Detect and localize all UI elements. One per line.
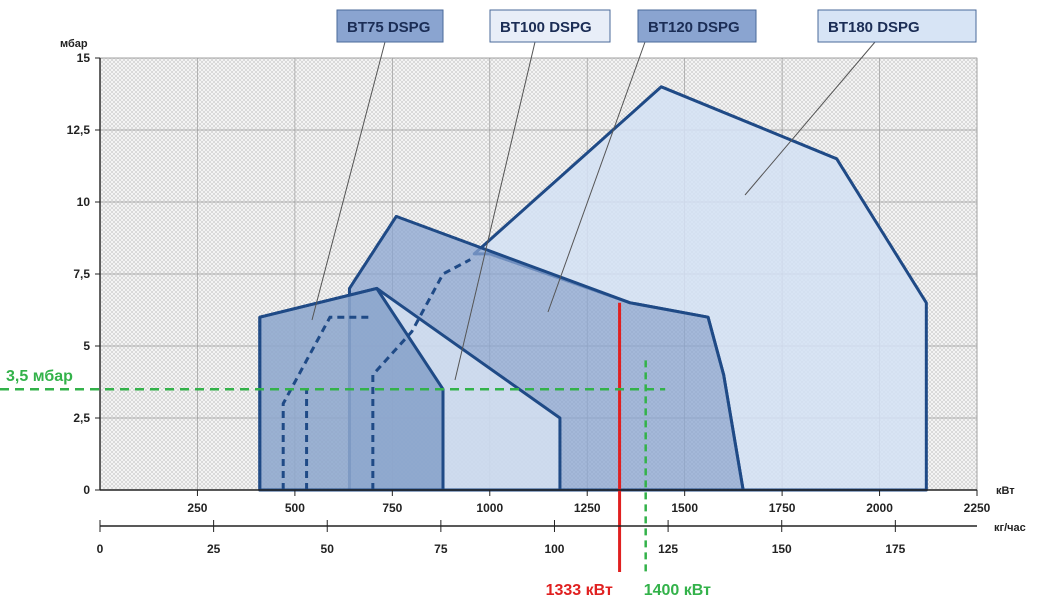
- legend-label: BT75 DSPG: [347, 19, 430, 36]
- x-tick-kw-label: 1000: [476, 501, 503, 515]
- legend-label: BT180 DSPG: [828, 19, 920, 36]
- x-tick-kw-label: 1250: [574, 501, 601, 515]
- annotation-3-5-mbar: 3,5 мбар: [6, 368, 73, 385]
- x-tick-kw-label: 2250: [964, 501, 991, 515]
- legend-item: BT100 DSPG: [489, 9, 611, 43]
- annotation-1400-kw: 1400 кВт: [644, 582, 711, 599]
- x-tick-kw-label: 500: [285, 501, 305, 515]
- x-tick-kw-label: 250: [187, 501, 207, 515]
- y-tick-label: 10: [77, 195, 91, 209]
- legend-label: BT100 DSPG: [500, 19, 592, 36]
- legend-box: [817, 9, 977, 43]
- x-unit-kg-label: кг/час: [994, 522, 1026, 534]
- legend-item: BT75 DSPG: [336, 9, 444, 43]
- x-tick-kg-label: 175: [885, 542, 905, 556]
- x-tick-kg-label: 125: [658, 542, 678, 556]
- y-tick-label: 7,5: [73, 267, 90, 281]
- legend-box: [489, 9, 611, 43]
- y-tick-label: 0: [83, 483, 90, 497]
- series-dashed-lines: [281, 258, 471, 490]
- legend-item: BT180 DSPG: [817, 9, 977, 43]
- x-tick-kg-label: 25: [207, 542, 221, 556]
- legend: BT75 DSPG BT100 DSPG BT120 DSPG BT180 DSPG: [336, 9, 977, 43]
- y-tick-label: 12,5: [67, 123, 91, 137]
- leader-line: [454, 41, 536, 381]
- leader-line: [547, 41, 646, 313]
- legend-box: [637, 9, 757, 43]
- legend-box: [336, 9, 444, 43]
- dashed-bt100-dspg: [371, 258, 471, 490]
- x-unit-kw-label: кВт: [996, 485, 1015, 497]
- y-unit-label: мбар: [60, 38, 88, 50]
- annotation-1333-kw: 1333 кВт: [546, 582, 613, 599]
- x-tick-kg-label: 100: [544, 542, 564, 556]
- leader-line: [744, 41, 876, 196]
- x-tick-kg-label: 50: [321, 542, 335, 556]
- x-tick-kw-label: 2000: [866, 501, 893, 515]
- y-tick-label: 15: [77, 51, 91, 65]
- leader-line: [311, 41, 386, 321]
- legend-item: BT120 DSPG: [637, 9, 757, 43]
- dashed-bt75-dspg: [281, 315, 373, 490]
- annotations: 1333 кВт 1400 кВт 3,5 мбар: [0, 302, 711, 599]
- x-tick-kg-label: 75: [434, 542, 448, 556]
- x-tick-kg-label: 150: [772, 542, 792, 556]
- x-tick-kw-label: 750: [382, 501, 402, 515]
- x-tick-kw-label: 1750: [769, 501, 796, 515]
- x-tick-kw-label: 1500: [671, 501, 698, 515]
- x-tick-kg-label: 0: [97, 542, 104, 556]
- legend-leader-lines: [311, 41, 876, 381]
- y-tick-label: 2,5: [73, 411, 90, 425]
- legend-label: BT120 DSPG: [648, 19, 740, 36]
- y-tick-label: 5: [83, 339, 90, 353]
